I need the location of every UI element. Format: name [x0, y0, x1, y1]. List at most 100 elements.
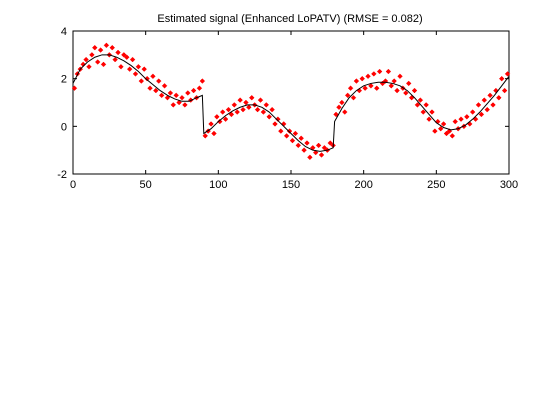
- noisy-point: [478, 111, 485, 118]
- noisy-point: [176, 99, 182, 106]
- noisy-point: [86, 63, 92, 70]
- noisy-point: [417, 97, 424, 103]
- noisy-point: [292, 130, 299, 137]
- noisy-point: [211, 130, 217, 137]
- y-tick-label: -2: [57, 169, 67, 181]
- noisy-point: [124, 54, 130, 60]
- noisy-point: [481, 97, 488, 103]
- noisy-point: [318, 152, 325, 158]
- noisy-point: [312, 149, 319, 156]
- noisy-point: [411, 87, 418, 94]
- noisy-point: [249, 94, 255, 101]
- noisy-point: [301, 147, 307, 153]
- noisy-point: [426, 116, 432, 122]
- noisy-point: [498, 75, 505, 82]
- noisy-point: [126, 66, 133, 72]
- noisy-point: [420, 109, 427, 115]
- noisy-point: [266, 114, 272, 120]
- x-tick-label: 50: [140, 179, 152, 191]
- noisy-point: [307, 154, 313, 161]
- noisy-point: [336, 104, 342, 111]
- noisy-point: [283, 133, 290, 139]
- noisy-points: [71, 42, 511, 161]
- noisy-point: [246, 104, 252, 111]
- noisy-point: [202, 133, 209, 139]
- noisy-point: [397, 73, 403, 80]
- noisy-point: [222, 116, 229, 122]
- x-tick-label: 150: [282, 179, 300, 191]
- noisy-point: [185, 90, 191, 96]
- noisy-point: [269, 106, 275, 113]
- noisy-point: [199, 78, 206, 84]
- noisy-point: [429, 109, 435, 115]
- noisy-point: [490, 102, 496, 108]
- noisy-point: [333, 111, 339, 118]
- noisy-point: [260, 109, 267, 115]
- noisy-point: [141, 66, 147, 72]
- noisy-point: [155, 78, 162, 84]
- noisy-point: [452, 118, 458, 125]
- noisy-point: [504, 71, 511, 77]
- y-tick-label: 2: [61, 74, 67, 86]
- noisy-point: [347, 85, 354, 91]
- noisy-point: [182, 102, 188, 108]
- noisy-point: [121, 52, 127, 58]
- noisy-point: [423, 102, 429, 108]
- noisy-point: [339, 99, 345, 106]
- noisy-point: [449, 133, 456, 139]
- noisy-point: [365, 73, 371, 80]
- noisy-point: [440, 121, 447, 127]
- noisy-point: [240, 106, 246, 113]
- noisy-point: [237, 97, 243, 103]
- x-tick-label: 300: [500, 179, 518, 191]
- noisy-point: [257, 97, 264, 103]
- noisy-point: [289, 137, 296, 144]
- noisy-point: [158, 92, 165, 99]
- noisy-point: [219, 109, 226, 115]
- noisy-point: [112, 56, 118, 63]
- noisy-point: [385, 68, 392, 75]
- noisy-point: [437, 125, 444, 132]
- x-tick-label: 250: [427, 179, 445, 191]
- noisy-point: [353, 78, 360, 84]
- noisy-point: [295, 142, 302, 149]
- plot-frame: [72, 30, 510, 175]
- noisy-point: [170, 102, 177, 108]
- noisy-point: [403, 90, 409, 96]
- noisy-point: [234, 109, 240, 115]
- y-tick-label: 4: [61, 26, 67, 38]
- noisy-point: [228, 111, 235, 118]
- noisy-point: [315, 142, 322, 149]
- noisy-point: [129, 56, 136, 63]
- noisy-point: [196, 85, 203, 91]
- noisy-point: [89, 52, 95, 58]
- noisy-point: [100, 61, 107, 68]
- noisy-point: [464, 114, 470, 120]
- noisy-point: [368, 83, 374, 89]
- noisy-point: [103, 42, 110, 49]
- noisy-point: [71, 85, 78, 91]
- x-axis: 0 50 100 150 200 250 300: [70, 31, 518, 191]
- noisy-point: [298, 135, 304, 142]
- noisy-point: [359, 75, 365, 82]
- noisy-point: [304, 140, 310, 146]
- noisy-point: [161, 83, 168, 89]
- noisy-point: [147, 85, 153, 91]
- noisy-point: [278, 128, 284, 134]
- noisy-point: [225, 106, 232, 113]
- noisy-point: [405, 80, 412, 87]
- noisy-point: [501, 87, 508, 94]
- noisy-point: [327, 140, 333, 146]
- noisy-point: [208, 121, 214, 127]
- noisy-point: [92, 44, 98, 51]
- noisy-point: [97, 47, 104, 53]
- chart-title: Estimated signal (Enhanced LoPATV) (RMSE…: [157, 13, 422, 25]
- noisy-point: [272, 121, 278, 127]
- noisy-point: [254, 106, 261, 113]
- noisy-point: [344, 92, 351, 99]
- noisy-point: [167, 90, 174, 96]
- noisy-point: [83, 56, 89, 63]
- noisy-point: [190, 87, 197, 94]
- noisy-point: [153, 87, 159, 94]
